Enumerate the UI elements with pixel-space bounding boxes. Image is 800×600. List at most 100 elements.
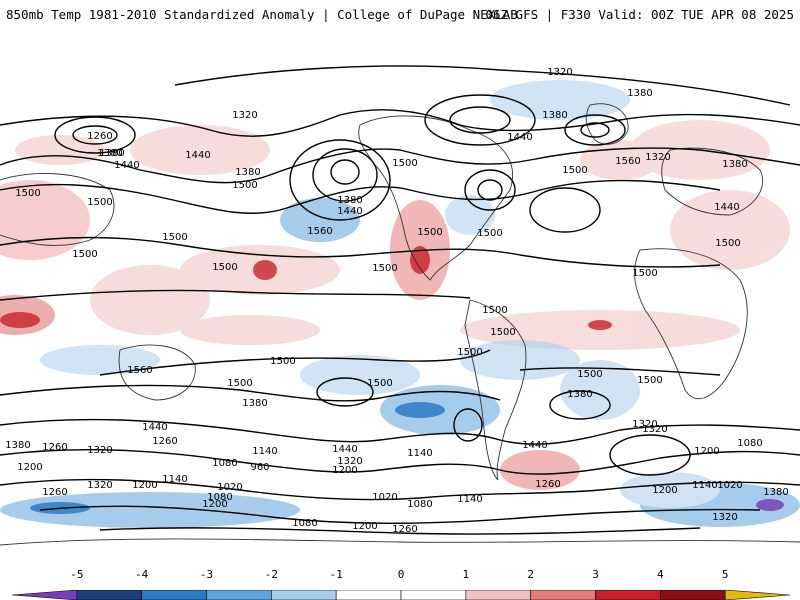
contour-label: 1440 [114,160,139,171]
contour-label: 1500 [232,180,257,191]
contour-label: 1500 [715,238,740,249]
contour-label: 1500 [632,268,657,279]
colorbar-tick-label: -1 [329,568,343,581]
north-america-outline [358,115,514,281]
contour-label: 1200 [202,499,227,510]
contour-label: 1500 [392,158,417,169]
world-map: 1320 1380 1320 1380 1260 1380 1440 1500 … [0,30,800,558]
contour-label: 1380 [627,88,652,99]
height-contours [0,65,800,535]
asia-outline [0,173,115,246]
contour-label: 1500 [72,249,97,260]
colorbar-tick-label: 5 [721,568,729,581]
contour-label: 1500 [490,327,515,338]
contour-label: 1380 [567,389,592,400]
contour-label: 1500 [417,227,442,238]
contour-label: 1020 [372,492,397,503]
colorbar-bin [595,590,661,600]
contour-labels: 1320 1380 1320 1380 1260 1380 1440 1500 … [5,67,788,535]
contour-label: 1200 [694,446,719,457]
south-america-outline [464,299,527,481]
contour-label: 1320 [232,110,257,121]
colorbar-bin [76,590,142,600]
colorbar-tick-label: 3 [592,568,599,581]
colorbar-bin [335,590,402,600]
contour-label: 1500 [457,347,482,358]
contour-label: 1500 [482,305,507,316]
contour-label: 1080 [737,438,762,449]
contour-label: 1500 [212,262,237,273]
contour-label: 1500 [372,263,397,274]
colorbar-tick-labels: -5 -4 -3 -2 -1 0 1 2 3 4 5 [0,568,800,582]
contour-label: 1500 [270,356,295,367]
contour-label: 1260 [42,487,67,498]
contour-label: 1320 [87,445,112,456]
colorbar-tick-label: -2 [264,568,278,581]
antarctica-outline [0,538,800,546]
run-info: 06Z GFS | F330 Valid: 00Z TUE APR 08 202… [485,7,794,22]
colorbar-bin [660,590,726,600]
contour-label: 1320 [642,424,667,435]
contour-label: 1020 [717,480,742,491]
anomaly-colorbar: -5 -4 -3 -2 -1 0 1 2 3 4 5 [0,568,800,600]
contour-label: 1080 [207,492,232,503]
colorbar-bin [141,590,207,600]
colorbar-scale [12,590,790,600]
contour-label: 1380 [763,487,788,498]
contour-label: 1260 [535,479,560,490]
contour-label: 1440 [507,132,532,143]
colorbar-bin [12,590,78,600]
contour-label: 1440 [522,440,547,451]
contour-label: 1560 [615,156,640,167]
colorbar-bin [400,590,467,600]
contour-label: 1080 [407,499,432,510]
contour-label: 1320 [645,152,670,163]
contour-label: 1500 [577,369,602,380]
contour-label: 1440 [142,422,167,433]
colorbar-tick-label: -4 [135,568,149,581]
contour-label: 960 [250,462,269,473]
contour-label: 1380 [242,398,267,409]
contour-label: 1380 [337,195,362,206]
contour-label: 1200 [652,485,677,496]
colorbar-bin [724,590,790,600]
contour-label: 1440 [714,202,739,213]
contour-label: 1140 [162,474,187,485]
contour-label: 1500 [477,228,502,239]
contour-label: 1200 [352,521,377,532]
contour-label: 1320 [632,419,657,430]
map-title: 850mb Temp 1981-2010 Standardized Anomal… [6,7,518,22]
colorbar-tick-label: -3 [199,568,214,581]
colorbar-bin [271,590,337,600]
africa-outline [634,248,748,400]
contour-label: 1320 [337,456,362,467]
colorbar-bin [530,590,596,600]
contour-label: 1140 [692,480,717,491]
contour-label: 1080 [292,518,317,529]
contour-label: 1500 [227,378,252,389]
contour-label: 1200 [132,480,157,491]
contour-label: 1380 [99,148,124,159]
contour-label: 1200 [17,462,42,473]
colorbar-tick-label: -5 [70,568,84,581]
contour-label: 1020 [217,482,242,493]
contour-label: 1560 [307,226,332,237]
colorbar-bin [465,590,531,600]
contour-label: 1140 [407,448,432,459]
contour-label: 1560 [127,365,152,376]
contour-label: 1500 [15,188,40,199]
colorbar-tick-label: 2 [527,568,534,581]
contour-label: 1260 [152,436,177,447]
contour-label: 1200 [332,465,357,476]
contour-label: 1500 [637,375,662,386]
contour-label: 1260 [42,442,67,453]
strong-positive-anomalies [0,246,612,330]
contour-label: 1500 [87,197,112,208]
colorbar-tick-label: 4 [657,568,664,581]
contour-label: 1500 [367,378,392,389]
contour-label: 1320 [712,512,737,523]
contour-label: 1500 [562,165,587,176]
contour-label: 1380 [5,440,30,451]
contour-label: 1080 [212,458,237,469]
contour-label: 1380 [235,167,260,178]
